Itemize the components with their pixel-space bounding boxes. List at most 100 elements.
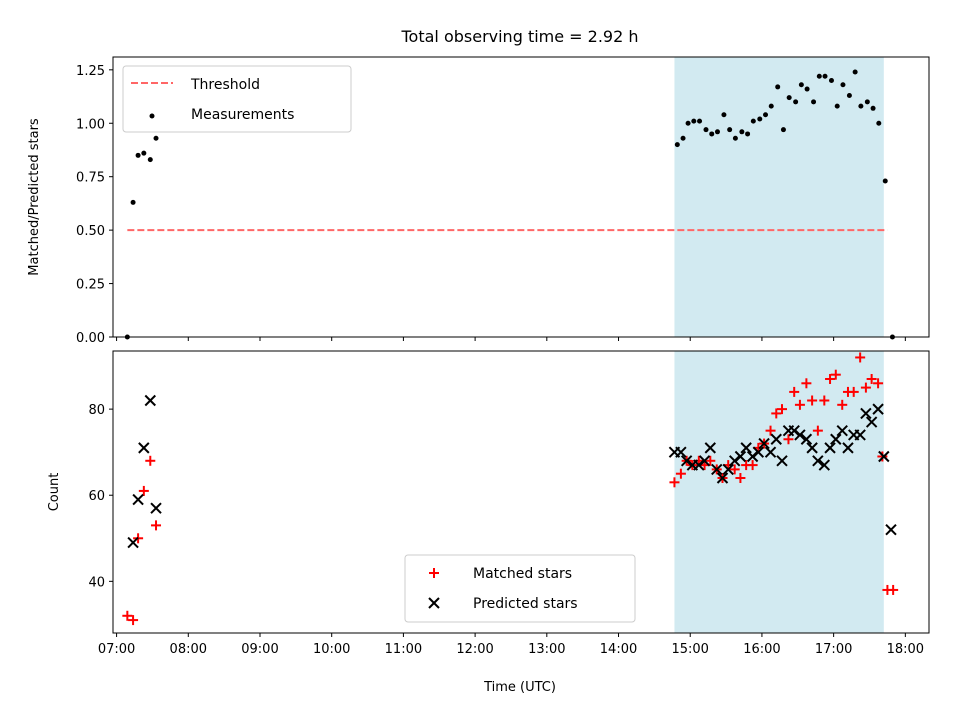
predicted-star-point-7-b <box>680 455 693 467</box>
predicted-star-point-36-b <box>854 429 866 441</box>
measurement-point-19 <box>750 118 756 124</box>
predicted-star-point-3 <box>144 394 156 407</box>
top-panel: 0.00 0.25 0.50 0.75 1.00 1.25 Matched/Predict… <box>27 56 930 346</box>
measurement-point-20 <box>757 116 763 122</box>
measurement-point-30 <box>816 73 822 79</box>
predicted-star-point-1 <box>132 493 144 506</box>
measurement-point-37 <box>858 103 864 109</box>
matched-star-point-26 <box>789 386 800 397</box>
matched-star-point-30 <box>812 425 823 436</box>
predicted-star-point-22 <box>770 433 782 445</box>
predicted-star-point-2 <box>138 442 150 454</box>
measurement-point-16 <box>732 135 738 141</box>
predicted-star-point-21-b <box>764 446 777 458</box>
predicted-star-point-12 <box>711 463 723 476</box>
top-y-tick-label-0: 0.00 <box>76 331 105 346</box>
matched-star-point-39 <box>866 373 877 384</box>
predicted-star-point-26 <box>794 429 806 441</box>
measurement-point-9 <box>691 118 697 124</box>
bottom-axes-frame <box>112 350 930 634</box>
predicted-star-point-39-b <box>872 403 884 415</box>
predicted-star-point-0 <box>127 536 139 549</box>
predicted-star-point-31 <box>824 442 836 454</box>
matched-star-point-1 <box>128 615 139 626</box>
predicted-star-point-40 <box>878 450 890 463</box>
matched-star-point-3 <box>138 485 149 496</box>
top-y-axis-label: Matched/Predicted stars <box>27 118 42 276</box>
predicted-star-point-37-b <box>860 407 872 420</box>
predicted-star-point-34 <box>842 442 854 454</box>
predicted-star-point-10 <box>698 455 711 467</box>
predicted-star-point-26-b <box>794 429 806 441</box>
matched-star-point-22 <box>765 425 776 436</box>
predicted-star-point-16-b <box>734 450 747 463</box>
predicted-star-point-19-b <box>752 446 765 458</box>
measurement-point-28 <box>804 86 810 92</box>
predicted-star-point-3-b <box>144 394 156 407</box>
predicted-star-point-38-b <box>865 416 878 428</box>
legend-predicted-marker-b <box>428 597 440 609</box>
measurement-point-6 <box>674 142 680 148</box>
bottom-y-tick-label-2: 80 <box>88 403 105 418</box>
measurement-point-40 <box>876 120 882 126</box>
legend-measurements-swatch <box>149 113 155 119</box>
measurement-point-14 <box>721 112 727 118</box>
x-tick-label-10: 17:00 <box>815 642 852 657</box>
matched-star-point-23 <box>771 408 782 419</box>
matched-star-point-34 <box>837 399 848 410</box>
top-legend-box <box>122 65 352 133</box>
predicted-star-point-29-b <box>812 455 824 467</box>
predicted-star-point-4-b <box>150 502 162 514</box>
top-y-tick-label-3: 0.75 <box>76 171 105 186</box>
predicted-star-point-27 <box>800 433 813 445</box>
top-chart-title: Total observing time = 2.92 h <box>400 27 638 46</box>
predicted-star-point-17-b <box>740 442 752 454</box>
top-y-tick-label-5: 1.25 <box>76 64 105 79</box>
predicted-star-point-33-b <box>836 424 848 437</box>
bottom-legend-box <box>404 554 636 623</box>
measurement-point-21 <box>763 112 769 118</box>
predicted-star-point-13-b <box>716 472 729 484</box>
bottom-y-tick-label-0: 40 <box>88 575 105 590</box>
matched-star-point-29 <box>807 395 818 406</box>
predicted-star-point-39 <box>872 403 884 415</box>
x-tick-label-3: 10:00 <box>313 642 350 657</box>
matched-star-point-28 <box>801 378 812 389</box>
x-tick-label-2: 09:00 <box>241 642 278 657</box>
top-axes-frame <box>112 56 930 338</box>
x-tick-label-1: 08:00 <box>170 642 207 657</box>
predicted-star-point-1-b <box>132 493 144 506</box>
measurement-point-38 <box>864 99 870 105</box>
measurement-point-5 <box>153 135 159 141</box>
matched-star-point-19 <box>747 460 758 471</box>
legend-predicted-swatch <box>428 597 440 609</box>
predicted-star-point-37 <box>860 407 872 420</box>
legend-predicted-label: Predicted stars <box>473 596 578 612</box>
predicted-star-point-2-b <box>138 442 150 454</box>
measurement-point-39 <box>870 105 876 111</box>
measurement-point-41 <box>882 178 888 184</box>
measurement-point-33 <box>834 103 840 109</box>
matched-star-point-36 <box>848 386 859 397</box>
measurement-point-17 <box>739 129 745 135</box>
predicted-star-point-30 <box>818 459 831 471</box>
matched-star-point-33 <box>830 369 841 380</box>
predicted-star-point-25-b <box>788 424 800 437</box>
predicted-star-point-34-b <box>842 442 854 454</box>
measurement-point-3 <box>141 150 147 156</box>
measurement-point-25 <box>786 95 792 101</box>
measurement-point-32 <box>828 78 834 84</box>
measurement-point-23 <box>775 84 781 90</box>
predicted-star-point-22-b <box>770 433 782 445</box>
measurement-point-18 <box>745 131 751 137</box>
legend-predicted-marker <box>428 597 440 609</box>
bottom-legend: Matched stars Predicted stars <box>404 554 636 623</box>
predicted-star-point-21 <box>764 446 777 458</box>
predicted-star-point-36 <box>854 429 866 441</box>
bottom-y-tick-label-1: 60 <box>88 489 105 504</box>
legend-measurements-label: Measurements <box>191 107 294 123</box>
legend-matched-swatch <box>429 568 439 578</box>
bottom-y-axis-label: Count <box>47 473 62 512</box>
predicted-star-point-32-b <box>830 433 842 445</box>
